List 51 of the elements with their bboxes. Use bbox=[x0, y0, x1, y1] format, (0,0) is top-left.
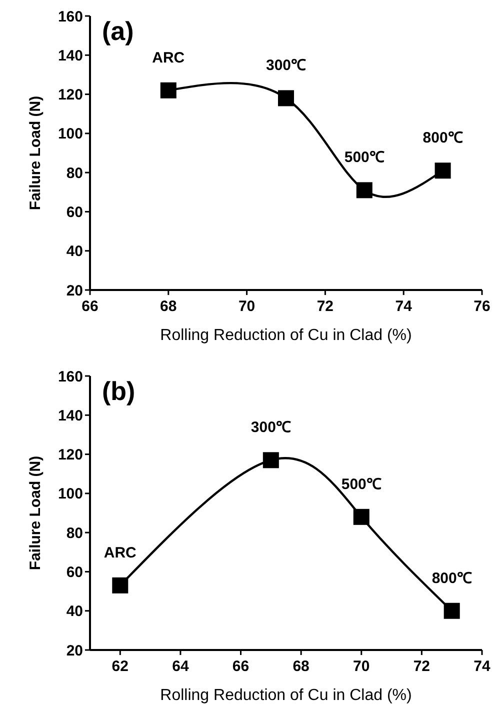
y-tick-label: 40 bbox=[66, 243, 83, 260]
annotation: 500℃ bbox=[341, 476, 382, 493]
point bbox=[112, 577, 128, 594]
x-tick-label: 72 bbox=[413, 658, 430, 675]
y-axis-title: Failure Load (N) bbox=[27, 456, 44, 570]
x-tick-label: 74 bbox=[474, 658, 491, 675]
x-tick-label: 66 bbox=[82, 298, 98, 315]
chart-title: (a) bbox=[102, 16, 134, 46]
y-tick-label: 100 bbox=[58, 126, 83, 143]
x-tick-label: 70 bbox=[238, 298, 256, 315]
x-tick-label: 74 bbox=[395, 298, 413, 315]
x-axis-title: Rolling Reduction of Cu in Clad (%) bbox=[160, 687, 412, 704]
y-tick-label: 20 bbox=[66, 642, 83, 660]
annotation: 300℃ bbox=[250, 419, 291, 436]
point bbox=[434, 162, 451, 179]
x-tick-label: 76 bbox=[474, 298, 490, 315]
x-tick-label: 64 bbox=[172, 658, 190, 675]
y-tick-label: 40 bbox=[66, 603, 83, 620]
y-tick-label: 100 bbox=[58, 486, 83, 503]
y-axis-title: Failure Load (N) bbox=[27, 96, 44, 210]
x-tick-label: 70 bbox=[353, 658, 370, 675]
annotation: 800℃ bbox=[432, 570, 472, 587]
y-tick-label: 120 bbox=[58, 86, 83, 104]
point bbox=[353, 508, 370, 525]
annotation: 300℃ bbox=[266, 57, 306, 74]
y-tick-label: 60 bbox=[66, 564, 83, 581]
y-tick-label: 60 bbox=[66, 204, 83, 221]
annotation: ARC bbox=[104, 544, 137, 562]
annotation: 800℃ bbox=[422, 130, 463, 147]
chart-title: (b) bbox=[102, 376, 136, 406]
point bbox=[262, 452, 279, 468]
point bbox=[278, 90, 294, 106]
point bbox=[444, 602, 460, 619]
y-tick-label: 140 bbox=[58, 47, 83, 64]
y-tick-label: 160 bbox=[58, 368, 83, 386]
annotation: ARC bbox=[152, 49, 185, 66]
x-tick-label: 62 bbox=[112, 658, 128, 675]
x-tick-label: 68 bbox=[160, 298, 177, 315]
y-tick-label: 80 bbox=[66, 524, 83, 542]
y-tick-label: 160 bbox=[58, 8, 83, 26]
y-tick-label: 80 bbox=[66, 164, 83, 182]
annotation: 500℃ bbox=[344, 149, 384, 166]
x-axis-title: Rolling Reduction of Cu in Clad (%) bbox=[160, 327, 412, 344]
y-tick-label: 120 bbox=[58, 446, 83, 464]
point bbox=[160, 82, 176, 98]
x-tick-label: 72 bbox=[316, 298, 334, 315]
y-tick-label: 140 bbox=[58, 407, 83, 424]
y-tick-label: 20 bbox=[66, 282, 83, 300]
x-tick-label: 68 bbox=[292, 658, 310, 675]
x-tick-label: 66 bbox=[232, 658, 250, 675]
point bbox=[356, 182, 372, 198]
